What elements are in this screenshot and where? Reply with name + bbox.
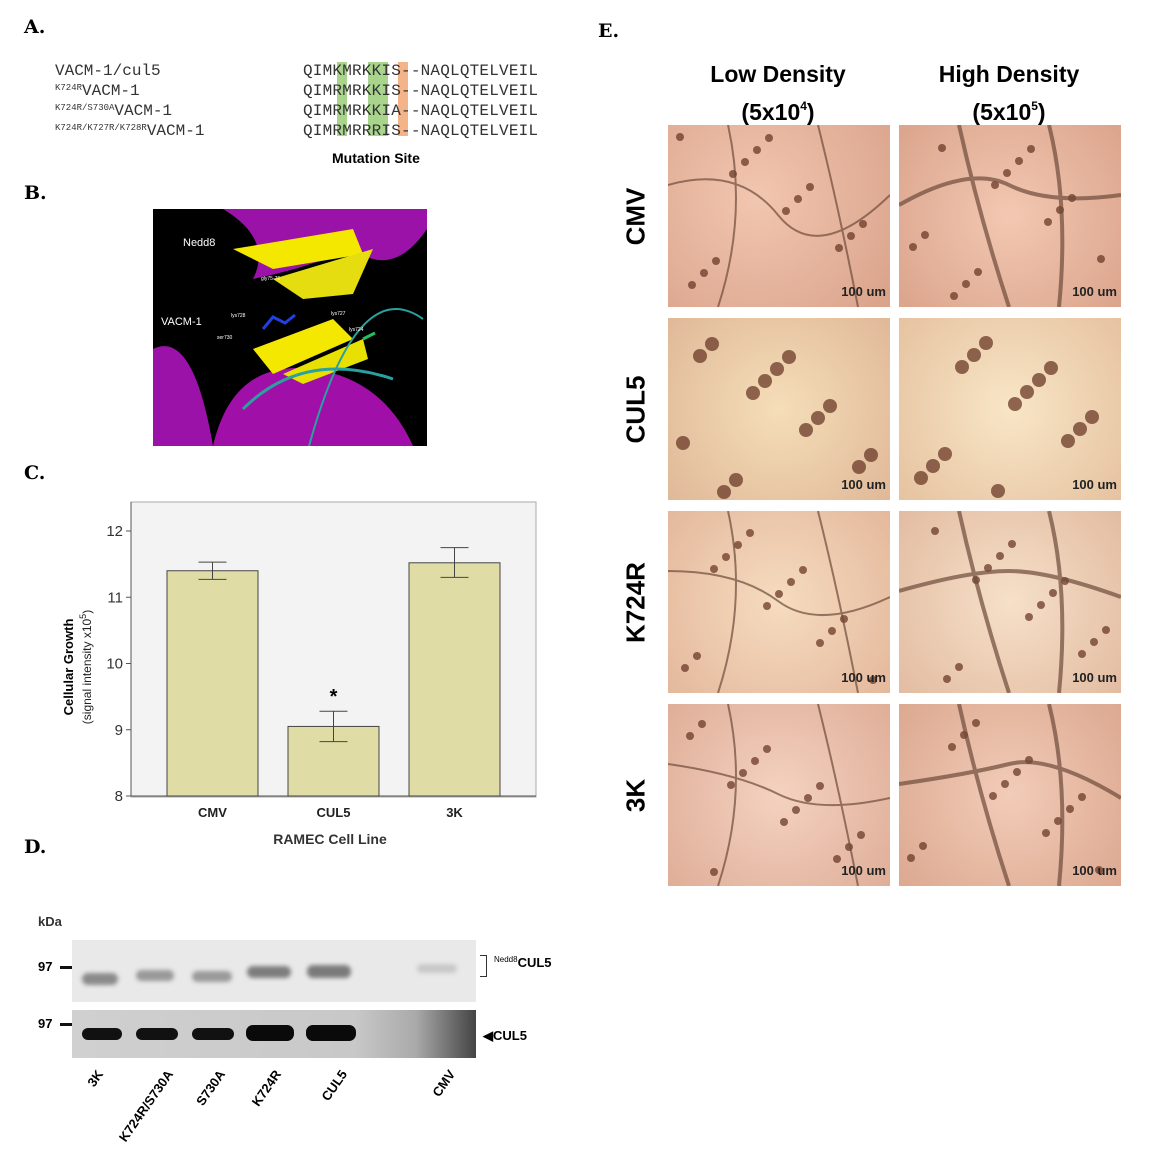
kda-label: kDa: [38, 914, 62, 929]
y-tick-label: 8: [115, 788, 123, 805]
column-header: High Density (5x105): [899, 58, 1119, 128]
cul5-upper-text: CUL5: [517, 955, 552, 970]
lower-blot: [72, 1010, 476, 1058]
gly-label: gly75-76: [261, 276, 281, 282]
arrowhead-icon: ◀: [483, 1028, 493, 1043]
lys727-label: lys727: [331, 311, 346, 317]
bar-cmv: [166, 570, 259, 797]
microscopy-image: 100 um: [668, 125, 890, 307]
row-label: CUL5: [620, 375, 651, 444]
lane-label: 3K: [84, 1067, 107, 1090]
scale-bar-label: 100 um: [1072, 284, 1117, 299]
bar-chart: 8 9 10 11 12 CMV CUL5 * 3K: [106, 501, 537, 820]
lane-label: CMV: [429, 1067, 459, 1100]
marker-tick: [60, 1023, 72, 1026]
panel-label-a: A.: [24, 16, 46, 38]
marker-tick: [60, 966, 72, 969]
cul5-lower-label: ◀CUL5: [483, 1028, 527, 1044]
density-title: Low Density: [710, 61, 846, 87]
density-title: High Density: [938, 61, 1080, 87]
sequence-row: QIMRMRKKIA--NAQLQTELVEIL: [303, 102, 539, 120]
microscopy-image: 100 um: [668, 704, 890, 886]
construct-name: K724R/K727R/K728RVACM-1: [55, 122, 204, 140]
sequence-row: QIMKMRKKIS--NAQLQTELVEIL: [303, 62, 539, 80]
scale-bar-label: 100 um: [841, 284, 886, 299]
marker-97-lower: 97: [38, 1016, 53, 1031]
panel-label-d: D.: [24, 836, 47, 858]
construct-mutation: K724R/S730A: [55, 103, 115, 113]
construct-label: VACM-1: [146, 122, 205, 140]
lane-label: CUL5: [318, 1067, 351, 1104]
microscopy-image: 100 um: [668, 318, 890, 500]
construct-label: VACM-1/cul5: [55, 62, 161, 80]
construct-name: VACM-1/cul5: [55, 62, 161, 80]
y-axis-label: Cellular Growth: [61, 618, 76, 716]
row-label: CMV: [620, 187, 651, 246]
density-value: (5x10: [972, 99, 1032, 125]
scale-bar-label: 100 um: [1072, 670, 1117, 685]
density-exponent: 5: [1031, 99, 1038, 113]
sequence-row: QIMRMRRRIS--NAQLQTELVEIL: [303, 122, 539, 140]
y-axis-exponent: 5: [78, 613, 88, 619]
row-label: K724R: [620, 562, 651, 643]
microscopy-image: 100 um: [668, 511, 890, 693]
y-tick-label: 10: [106, 656, 123, 673]
x-tick-label: CUL5: [317, 805, 351, 820]
x-tick-label: CMV: [198, 805, 227, 820]
y-axis-sublabel: (signal intensity x10: [80, 618, 94, 725]
structure-render: [153, 209, 427, 446]
microscopy-image: 100 um: [899, 704, 1121, 886]
scale-bar-label: 100 um: [1072, 863, 1117, 878]
scale-bar-label: 100 um: [841, 670, 886, 685]
y-tick-label: 9: [115, 722, 123, 739]
microscopy-image: 100 um: [899, 318, 1121, 500]
construct-mutation: K724R/K727R/K728R: [55, 123, 147, 133]
y-axis-paren: ): [80, 609, 94, 614]
ser730-label: ser730: [217, 335, 233, 341]
mutation-site-caption: Mutation Site: [332, 150, 420, 166]
protein-structure-image: Nedd8 gly75-76 VACM-1 lys728 lys727 lys7…: [153, 209, 427, 446]
construct-name: K724R/S730AVACM-1: [55, 102, 172, 120]
y-axis-title: Cellular Growth (signal intensity x105): [61, 577, 95, 757]
lys728-label: lys728: [231, 313, 246, 319]
panel-label-c: C.: [24, 462, 46, 484]
bracket-icon: [480, 955, 487, 977]
density-value: (5x10: [741, 99, 801, 125]
construct-name: K724RVACM-1: [55, 82, 140, 100]
vacm-label: VACM-1: [161, 316, 202, 328]
marker-97-upper: 97: [38, 959, 53, 974]
y-tick-label: 11: [107, 589, 123, 606]
x-axis-title: RAMEC Cell Line: [273, 831, 387, 847]
scale-bar-label: 100 um: [841, 863, 886, 878]
x-tick-label: 3K: [446, 805, 463, 820]
nedd8-sup: Nedd8: [494, 955, 518, 964]
upper-blot: [72, 940, 476, 1002]
construct-label: VACM-1: [82, 82, 140, 100]
lys724-label: lys724: [349, 327, 364, 333]
y-tick-label: 12: [106, 523, 123, 540]
significance-marker: *: [330, 686, 338, 708]
cul5-lower-text: CUL5: [493, 1028, 527, 1043]
microscopy-image: 100 um: [899, 125, 1121, 307]
nedd8-cul5-label: Nedd8CUL5: [494, 955, 552, 970]
row-label: 3K: [620, 778, 651, 813]
column-header: Low Density (5x104): [668, 58, 888, 128]
panel-label-e: E.: [598, 20, 620, 42]
nedd8-label: Nedd8: [183, 237, 216, 249]
sequence-row: QIMRMRKKIS--NAQLQTELVEIL: [303, 82, 539, 100]
microscopy-image: 100 um: [899, 511, 1121, 693]
panel-label-b: B.: [24, 182, 47, 204]
construct-label: VACM-1: [114, 102, 173, 120]
density-exponent: 4: [800, 99, 807, 113]
scale-bar-label: 100 um: [1072, 477, 1117, 492]
scale-bar-label: 100 um: [841, 477, 886, 492]
bar-3k: [408, 562, 501, 797]
construct-mutation: K724R: [55, 83, 83, 93]
